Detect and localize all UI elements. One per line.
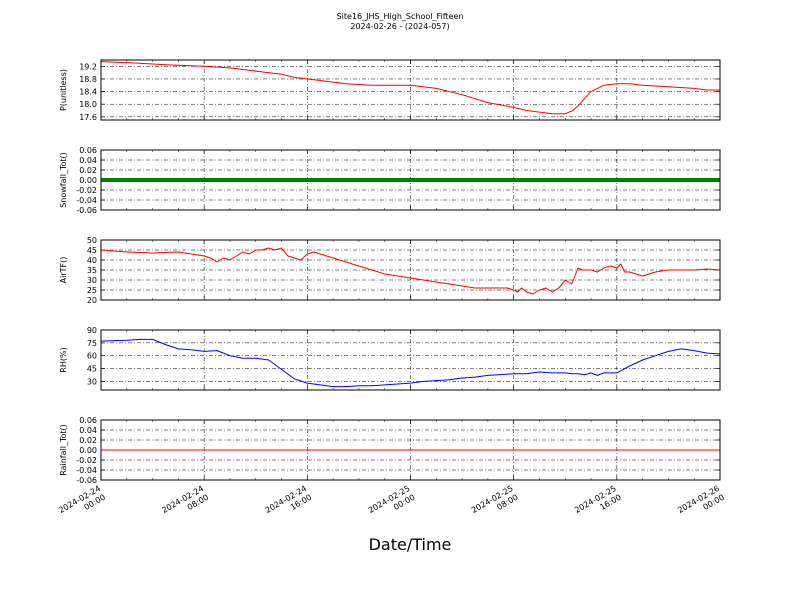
y-tick-label: 0.00	[79, 176, 97, 185]
y-tick-label: -0.06	[76, 476, 97, 485]
panel-frame	[100, 149, 721, 211]
series-line	[100, 247, 721, 295]
y-tick-label: 0.02	[79, 166, 97, 175]
figure-title-line1: Site16_JHS_High_School_Fifteen	[337, 12, 464, 21]
y-tick-label: 45	[87, 246, 97, 255]
panel-frame	[100, 419, 721, 481]
panel-frame	[100, 239, 721, 301]
series-line	[100, 338, 721, 388]
panel-2: -0.06-0.04-0.020.000.020.040.06 Snowfall_…	[59, 146, 721, 215]
y-tick-label: -0.06	[76, 206, 97, 215]
y-axis-label: Snowfall_Tot()	[59, 152, 68, 208]
y-tick-label: 0.00	[79, 446, 97, 455]
y-axis-label: RH(%)	[59, 347, 68, 372]
y-tick-label: 0.04	[79, 426, 97, 435]
y-tick-label: 40	[87, 256, 97, 265]
y-axis-label: P(unitless)	[59, 69, 68, 111]
y-tick-label: 18.4	[79, 88, 97, 97]
y-tick-label: 50	[87, 236, 97, 245]
y-tick-label: 45	[87, 365, 97, 374]
series-line	[100, 61, 720, 115]
panel-1: 17.6 18.0 18.4 18.8 19.2 P(unitless)	[59, 59, 721, 122]
y-tick-label: 0.06	[79, 146, 97, 155]
y-tick-label: 20	[87, 296, 97, 305]
figure-title-line2: 2024-02-26 - (2024-057)	[350, 22, 449, 31]
y-tick-label: -0.02	[76, 186, 97, 195]
panel-5: -0.06-0.04-0.020.000.020.040.06 Rainfall_…	[59, 416, 721, 485]
y-tick-label: 0.06	[79, 416, 97, 425]
panel-frame	[100, 59, 721, 121]
y-tick-label: -0.02	[76, 456, 97, 465]
x-axis-title: Date/Time	[369, 535, 452, 554]
y-tick-label: 90	[87, 326, 97, 335]
y-tick-label: -0.04	[76, 196, 97, 205]
y-tick-label: 17.6	[79, 113, 97, 122]
y-tick-label: 30	[87, 377, 97, 386]
y-tick-label: -0.04	[76, 466, 97, 475]
y-tick-label: 60	[87, 352, 97, 361]
y-tick-label: 75	[87, 339, 97, 348]
panel-4: 30 45 60 75 90 RH(%)	[59, 326, 721, 391]
panels: 17.618.018.418.819.2P(unitless)-0.06-0.0…	[59, 59, 721, 485]
y-tick-label: 0.04	[79, 156, 97, 165]
y-tick-label: 0.02	[79, 436, 97, 445]
y-tick-label: 30	[87, 276, 97, 285]
y-tick-label: 18.8	[79, 75, 97, 84]
y-axis-label: AirTF()	[59, 257, 68, 284]
y-axis-label: Rainfall_Tot()	[59, 424, 68, 476]
y-tick-label: 19.2	[79, 62, 97, 71]
panel-frame	[100, 329, 721, 391]
y-tick-label: 35	[87, 266, 97, 275]
y-tick-label: 25	[87, 286, 97, 295]
y-tick-label: 18.0	[79, 100, 97, 109]
